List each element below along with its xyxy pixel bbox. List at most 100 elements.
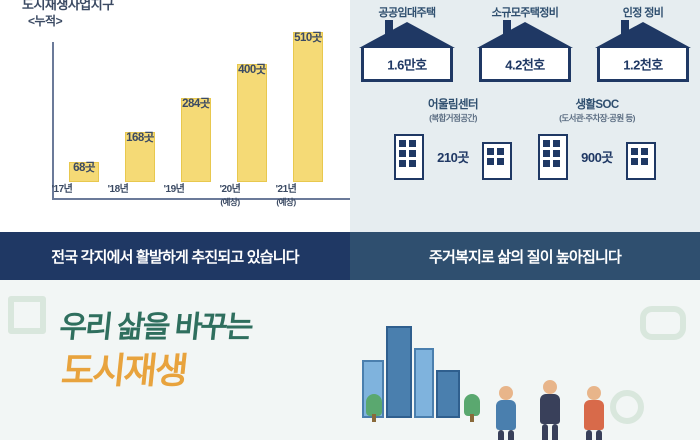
bar [237, 64, 267, 182]
person-leg [542, 424, 548, 440]
x-tick-label: '17년 [32, 184, 92, 196]
house-body: 1.6만호 [361, 48, 453, 82]
tree-icon [366, 394, 382, 422]
building-subcaption: (도서관·주차장·공원 등) [559, 113, 635, 123]
tree-trunk [470, 414, 474, 422]
left-banner: 전국 각지에서 활발하게 추진되고 있습니다 [0, 232, 350, 280]
roof-icon [477, 20, 573, 48]
bar [293, 32, 323, 182]
window-icon [641, 158, 648, 165]
chimney-icon [385, 20, 393, 34]
decoration-shape [8, 296, 46, 334]
house-stat: 소규모주택정비 4.2천호 [477, 7, 573, 82]
building-subcaption: (복합거점공간) [429, 113, 477, 123]
bar-value-label: 68곳 [73, 162, 95, 174]
house-stat: 인정 정비 1.2천호 [595, 7, 691, 82]
window-icon [409, 160, 416, 167]
house-body: 1.2천호 [597, 48, 689, 82]
chimney-icon [621, 20, 629, 34]
window-icon [487, 148, 494, 155]
person-leg [586, 430, 592, 440]
window-icon [641, 148, 648, 155]
bar [181, 98, 211, 182]
person-leg [596, 430, 602, 440]
bar-value-label: 510곳 [294, 32, 322, 44]
building-icon [394, 134, 424, 180]
building-value: 900곳 [581, 150, 613, 165]
person-head [587, 386, 601, 400]
person-leg [552, 424, 558, 440]
person-leg [498, 430, 504, 440]
window-icon [631, 148, 638, 155]
person-figure [584, 386, 604, 440]
x-tick-text: '17년 [51, 184, 73, 195]
window-icon [497, 158, 504, 165]
person-head [499, 386, 513, 400]
y-axis [52, 42, 54, 200]
window-icon [553, 160, 560, 167]
building-icon [626, 142, 656, 180]
building-shape [436, 370, 460, 418]
right-banner: 주거복지로 삶의 질이 높아집니다 [350, 232, 700, 280]
x-tick-text: '20년 [219, 184, 241, 195]
roof-icon [595, 20, 691, 48]
tree-trunk [372, 414, 376, 422]
house-value: 1.2천호 [623, 57, 663, 72]
chart-subtitle: <누적> [28, 14, 63, 28]
left-banner-highlight: 전국 각지에서 [51, 248, 133, 266]
house-value: 1.6만호 [387, 57, 427, 72]
person-figure [496, 386, 516, 440]
building-icons: 210곳 [378, 128, 528, 180]
x-tick-label: '21년 (예상) [256, 184, 316, 208]
right-banner-text: 주거복지로 삶의 질이 높아집니다 [428, 246, 622, 267]
x-tick-note: (예상) [220, 197, 240, 207]
window-icon [399, 160, 406, 167]
building-icon [482, 142, 512, 180]
house-caption: 공공임대주택 [378, 7, 436, 19]
window-icon [543, 140, 550, 147]
right-banner-rest: 삶의 질이 높아집니다 [493, 248, 622, 266]
chart-plot-area: 68곳 168곳 284곳 400곳 510곳 [30, 20, 350, 200]
window-icon [409, 150, 416, 157]
x-tick-text: '19년 [163, 184, 185, 195]
window-icon [553, 150, 560, 157]
roof-icon [359, 20, 455, 48]
bar-value-label: 284곳 [182, 98, 210, 110]
window-icon [399, 140, 406, 147]
decoration-shape [640, 306, 686, 340]
left-banner-text: 전국 각지에서 활발하게 추진되고 있습니다 [51, 246, 299, 267]
building-shape [414, 348, 434, 418]
tree-icon [464, 394, 480, 422]
x-tick-label: '18년 [88, 184, 148, 196]
right-banner-highlight: 주거복지로 [428, 248, 495, 266]
x-tick-label: '20년 (예상) [200, 184, 260, 208]
house-caption: 인정 정비 [622, 7, 664, 19]
chimney-icon [503, 20, 511, 34]
chart-title: 도시재생사업지구 [22, 0, 114, 12]
window-icon [543, 160, 550, 167]
hero-line-2: 도시재생 [59, 350, 189, 391]
hero-line-1: 우리 삶을 바꾸는 [57, 311, 254, 344]
building-icons: 900곳 [522, 128, 672, 180]
window-icon [487, 158, 494, 165]
house-body: 4.2천호 [479, 48, 571, 82]
person-body [584, 400, 604, 430]
person-body [496, 400, 516, 430]
person-head [543, 380, 557, 394]
bar [69, 162, 99, 182]
person-body [540, 394, 560, 424]
bar-value-label: 400곳 [238, 64, 266, 76]
person-figure [540, 380, 560, 440]
x-tick-note: (예상) [276, 197, 296, 207]
bar [125, 132, 155, 182]
house-value: 4.2천호 [505, 57, 545, 72]
decoration-shape [610, 390, 644, 424]
window-icon [631, 158, 638, 165]
window-icon [553, 140, 560, 147]
bottom-hero: 우리 삶을 바꾸는 도시재생 [0, 280, 700, 440]
x-tick-text: '21년 [275, 184, 297, 195]
building-value: 210곳 [437, 150, 469, 165]
x-axis [52, 198, 350, 200]
window-icon [399, 150, 406, 157]
